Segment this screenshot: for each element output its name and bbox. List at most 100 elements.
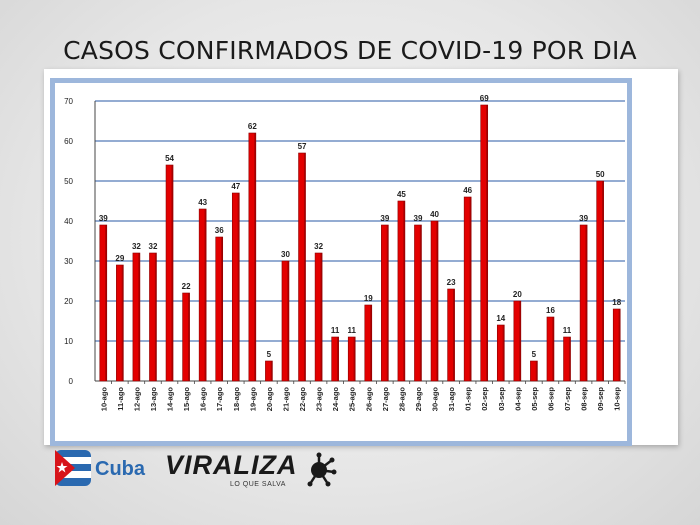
data-label: 43 (198, 198, 207, 207)
bar-shade (568, 337, 571, 381)
bar-shade (171, 165, 174, 381)
x-tick-label: 15-ago (182, 387, 191, 412)
x-tick-label: 09-sep (596, 387, 605, 411)
bar-shade (353, 337, 356, 381)
x-tick-label: 30-ago (431, 387, 440, 412)
data-label: 20 (513, 290, 522, 299)
data-label: 40 (430, 210, 439, 219)
x-tick-label: 26-ago (364, 387, 373, 412)
data-label: 39 (414, 214, 423, 223)
data-label: 29 (115, 254, 124, 263)
bar-shade (452, 289, 455, 381)
x-tick-label: 10-sep (613, 387, 622, 411)
x-tick-label: 05-sep (530, 387, 539, 411)
x-tick-label: 19-ago (248, 387, 257, 412)
viraliza-logo: VIRALIZA LO QUE SALVA (165, 450, 337, 490)
x-tick-label: 03-sep (497, 387, 506, 411)
data-label: 69 (480, 94, 489, 103)
bar-shade (519, 301, 521, 381)
bar-shade (221, 237, 223, 381)
data-label: 11 (563, 326, 572, 335)
bar-chart: 0 10 20 30 40 50 60 70 39 10-ago 29 11-ago 32 12-ago 3… (64, 94, 626, 412)
bar-shade (320, 253, 323, 381)
bar-shade (105, 225, 107, 381)
bar-shade (486, 105, 488, 381)
x-tick-label: 24-ago (331, 387, 340, 412)
bar-shade (370, 305, 372, 381)
data-label: 62 (248, 122, 257, 131)
bar-shade (204, 209, 207, 381)
x-tick-label: 18-ago (232, 387, 241, 412)
bar-shade (403, 201, 405, 381)
data-label: 30 (281, 250, 290, 259)
x-tick-label: 28-ago (397, 387, 406, 412)
x-tick-label: 10-ago (99, 387, 108, 412)
bar-shade (469, 197, 472, 381)
data-label: 32 (132, 242, 141, 251)
bar-shade (337, 337, 339, 381)
data-label: 23 (447, 278, 456, 287)
x-tick-label: 21-ago (281, 387, 290, 412)
x-tick-label: 27-ago (381, 387, 390, 412)
data-label: 32 (149, 242, 158, 251)
x-tick-label: 11-ago (116, 387, 125, 411)
y-tick-label: 0 (69, 377, 74, 386)
data-label: 47 (231, 182, 240, 191)
data-label: 16 (546, 306, 555, 315)
data-label: 54 (165, 154, 174, 163)
x-tick-label: 17-ago (215, 387, 224, 412)
y-tick-label: 60 (64, 137, 73, 146)
bar-shade (121, 265, 124, 381)
bar-shade (270, 361, 273, 381)
x-tick-label: 08-sep (580, 387, 589, 411)
cuba-flag-icon (55, 450, 91, 486)
bar-shade (386, 225, 389, 381)
data-label: 14 (496, 314, 505, 323)
viraliza-tagline: LO QUE SALVA (230, 481, 286, 488)
data-label: 46 (463, 186, 472, 195)
y-tick-label: 10 (64, 337, 73, 346)
bar-shade (502, 325, 505, 381)
data-label: 5 (532, 350, 537, 359)
data-label: 5 (267, 350, 272, 359)
x-tick-label: 22-ago (298, 387, 307, 412)
data-label: 19 (364, 294, 373, 303)
bar-shade (154, 253, 157, 381)
data-label: 45 (397, 190, 406, 199)
x-tick-label: 25-ago (348, 387, 357, 412)
x-tick-label: 23-ago (315, 387, 324, 412)
data-label: 18 (612, 298, 621, 307)
y-tick-label: 50 (64, 177, 73, 186)
data-label: 36 (215, 226, 224, 235)
bar-shade (436, 221, 439, 381)
bar-shade (138, 253, 140, 381)
chart-container: 0 10 20 30 40 50 60 70 39 10-ago 29 11-ago 32 12-ago 3… (50, 78, 632, 446)
virus-icon (307, 452, 337, 487)
bar-shade (254, 133, 256, 381)
bar-shade (187, 293, 190, 381)
x-tick-label: 29-ago (414, 387, 423, 412)
bar-shade (618, 309, 621, 381)
data-label: 39 (380, 214, 389, 223)
data-label: 32 (314, 242, 323, 251)
cuba-logo-text: Cuba (95, 458, 145, 480)
x-tick-label: 20-ago (265, 387, 274, 412)
y-tick-label: 70 (64, 97, 73, 106)
x-tick-label: 04-sep (513, 387, 522, 411)
x-tick-label: 14-ago (166, 387, 175, 412)
bar-shade (585, 225, 588, 381)
data-label: 11 (331, 326, 340, 335)
bar-shade (602, 181, 604, 381)
bar-shade (535, 361, 538, 381)
viraliza-logo-text: VIRALIZA (165, 450, 298, 480)
x-tick-label: 12-ago (132, 387, 141, 412)
x-tick-label: 31-ago (447, 387, 456, 412)
x-tick-label: 06-sep (546, 387, 555, 411)
data-label: 11 (347, 326, 356, 335)
data-label: 50 (596, 170, 605, 179)
data-label: 39 (579, 214, 588, 223)
cuba-logo: Cuba (55, 450, 165, 490)
page-title: CASOS CONFIRMADOS DE COVID-19 POR DIA (63, 36, 637, 65)
y-tick-label: 20 (64, 297, 73, 306)
x-tick-label: 01-sep (464, 387, 473, 411)
